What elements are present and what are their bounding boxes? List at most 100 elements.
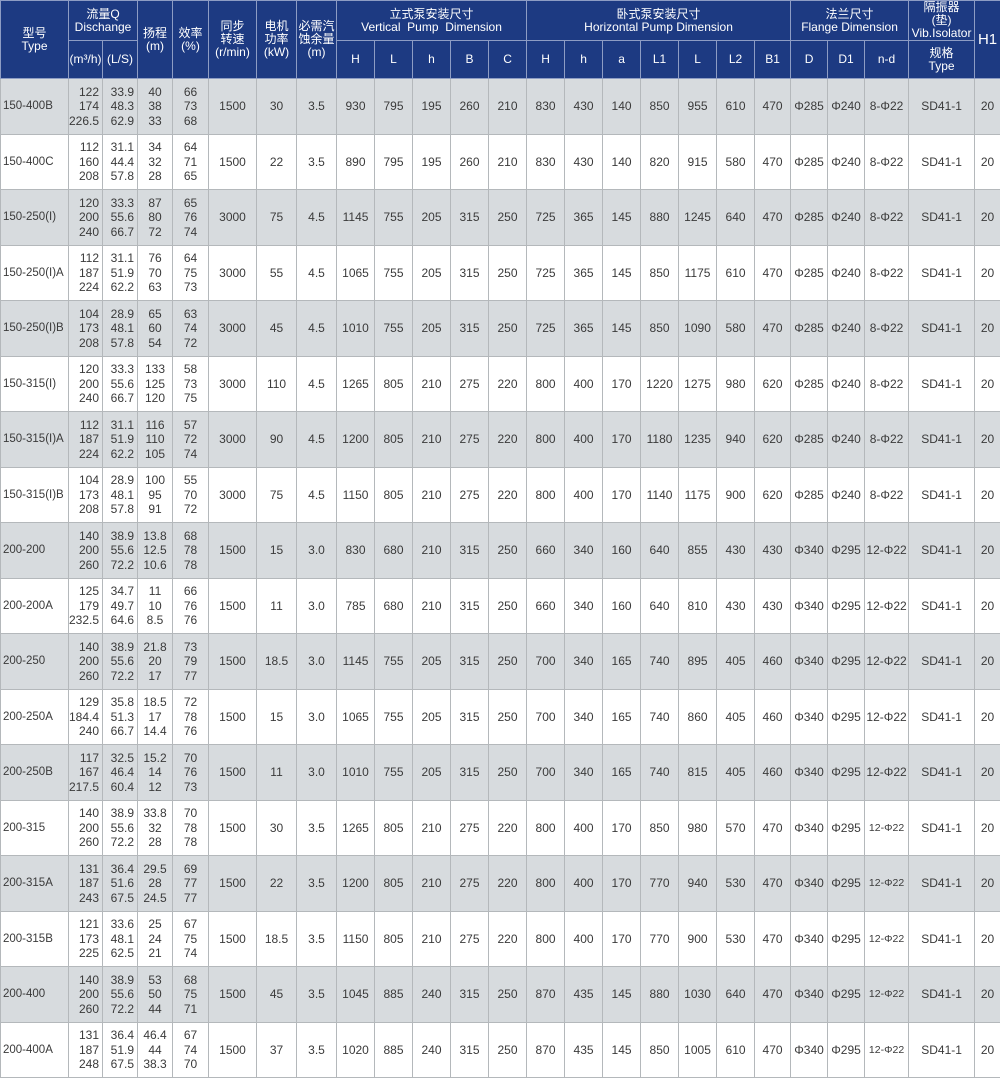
cell-flow-m3h-value: 187 xyxy=(69,1043,99,1058)
cell-type: 200-315B xyxy=(1,911,69,967)
cell-horizontal-a: 160 xyxy=(603,578,641,634)
cell-efficiency-value: 74 xyxy=(173,1043,208,1058)
cell-vertical-H: 1010 xyxy=(337,745,375,801)
cell-horizontal-H: 870 xyxy=(527,1022,565,1078)
cell-flange-D: Φ340 xyxy=(791,1022,828,1078)
cell-isolator-type: SD41-1 xyxy=(909,578,975,634)
header-head-cn: 扬程 xyxy=(138,27,172,40)
cell-flange-D1: Φ240 xyxy=(828,467,865,523)
cell-horizontal-B1: 470 xyxy=(755,911,791,967)
cell-horizontal-L2: 405 xyxy=(717,745,755,801)
cell-isolator-type: SD41-1 xyxy=(909,301,975,357)
cell-type: 200-400 xyxy=(1,967,69,1023)
cell-horizontal-B1: 470 xyxy=(755,856,791,912)
cell-efficiency-value: 73 xyxy=(173,377,208,392)
cell-flow-ls-value: 46.4 xyxy=(103,765,134,780)
cell-horizontal-a: 170 xyxy=(603,800,641,856)
cell-flow-m3h-value: 140 xyxy=(69,806,99,821)
cell-flow-ls-value: 38.9 xyxy=(103,973,134,988)
cell-vertical-H: 1020 xyxy=(337,1022,375,1078)
cell-vertical-h: 210 xyxy=(413,412,451,468)
cell-efficiency-value: 65 xyxy=(173,196,208,211)
cell-horizontal-H: 700 xyxy=(527,634,565,690)
cell-flange-D1: Φ240 xyxy=(828,412,865,468)
cell-vertical-h: 195 xyxy=(413,134,451,190)
cell-efficiency-value: 76 xyxy=(173,613,208,628)
cell-h1: 20 xyxy=(975,245,1000,301)
cell-vertical-H: 890 xyxy=(337,134,375,190)
cell-head-value: 24.5 xyxy=(138,891,172,906)
cell-vertical-h: 240 xyxy=(413,1022,451,1078)
cell-efficiency-value: 64 xyxy=(173,140,208,155)
cell-horizontal-h: 400 xyxy=(565,356,603,412)
cell-horizontal-L: 1005 xyxy=(679,1022,717,1078)
cell-h1: 20 xyxy=(975,134,1000,190)
cell-flange-D: Φ285 xyxy=(791,356,828,412)
cell-flow-m3h-value: 200 xyxy=(69,821,99,836)
cell-horizontal-L1: 880 xyxy=(641,190,679,246)
cell-flow-ls-value: 67.5 xyxy=(103,891,134,906)
cell-vertical-B: 275 xyxy=(451,856,489,912)
cell-vertical-C: 210 xyxy=(489,79,527,135)
cell-vertical-C: 250 xyxy=(489,301,527,357)
cell-horizontal-a: 170 xyxy=(603,356,641,412)
cell-head-value: 14 xyxy=(138,765,172,780)
cell-h1: 20 xyxy=(975,745,1000,801)
header-vert-col: L xyxy=(375,41,413,79)
cell-flow-m3h-value: 225 xyxy=(69,946,99,961)
cell-efficiency-value: 73 xyxy=(173,780,208,795)
cell-horizontal-B1: 470 xyxy=(755,301,791,357)
cell-horizontal-L: 915 xyxy=(679,134,717,190)
header-horiz-en: Horizontal Pump Dimension xyxy=(527,21,790,34)
cell-efficiency-value: 55 xyxy=(173,473,208,488)
cell-horizontal-B1: 620 xyxy=(755,412,791,468)
cell-efficiency-value: 75 xyxy=(173,987,208,1002)
cell-flow-m3h-value: 248 xyxy=(69,1057,99,1072)
header-h1: H1 xyxy=(975,1,1000,79)
header-head-unit: (m) xyxy=(138,40,172,53)
cell-horizontal-L: 815 xyxy=(679,745,717,801)
cell-head-value: 24 xyxy=(138,932,172,947)
cell-efficiency-value: 76 xyxy=(173,724,208,739)
cell-flow-m3h-value: 260 xyxy=(69,669,99,684)
cell-head-value: 17 xyxy=(138,710,172,725)
cell-flange-n-d: 12-Φ22 xyxy=(865,856,909,912)
cell-head-value: 25 xyxy=(138,917,172,932)
cell-flow-m3h-value: 187 xyxy=(69,432,99,447)
cell-flow-ls-value: 64.6 xyxy=(103,613,134,628)
cell-horizontal-L2: 610 xyxy=(717,79,755,135)
header-horiz-col: h xyxy=(565,41,603,79)
cell-vertical-H: 1065 xyxy=(337,245,375,301)
cell-vertical-B: 315 xyxy=(451,634,489,690)
cell-flow-m3h-value: 224 xyxy=(69,447,99,462)
cell-vertical-B: 315 xyxy=(451,689,489,745)
header-horiz-col: a xyxy=(603,41,641,79)
cell-flow-m3h-value: 122 xyxy=(69,85,99,100)
cell-efficiency-value: 78 xyxy=(173,558,208,573)
cell-head-value: 120 xyxy=(138,391,172,406)
cell-horizontal-B1: 470 xyxy=(755,1022,791,1078)
cell-head-value: 28 xyxy=(138,169,172,184)
cell-head-value: 76 xyxy=(138,251,172,266)
cell-vertical-H: 1065 xyxy=(337,689,375,745)
cell-vertical-C: 250 xyxy=(489,245,527,301)
cell-efficiency-value: 75 xyxy=(173,391,208,406)
cell-isolator-type: SD41-1 xyxy=(909,245,975,301)
header-vert-en: Vertical Pump Dimension xyxy=(337,21,526,34)
cell-efficiency-value: 74 xyxy=(173,321,208,336)
cell-vertical-B: 275 xyxy=(451,356,489,412)
